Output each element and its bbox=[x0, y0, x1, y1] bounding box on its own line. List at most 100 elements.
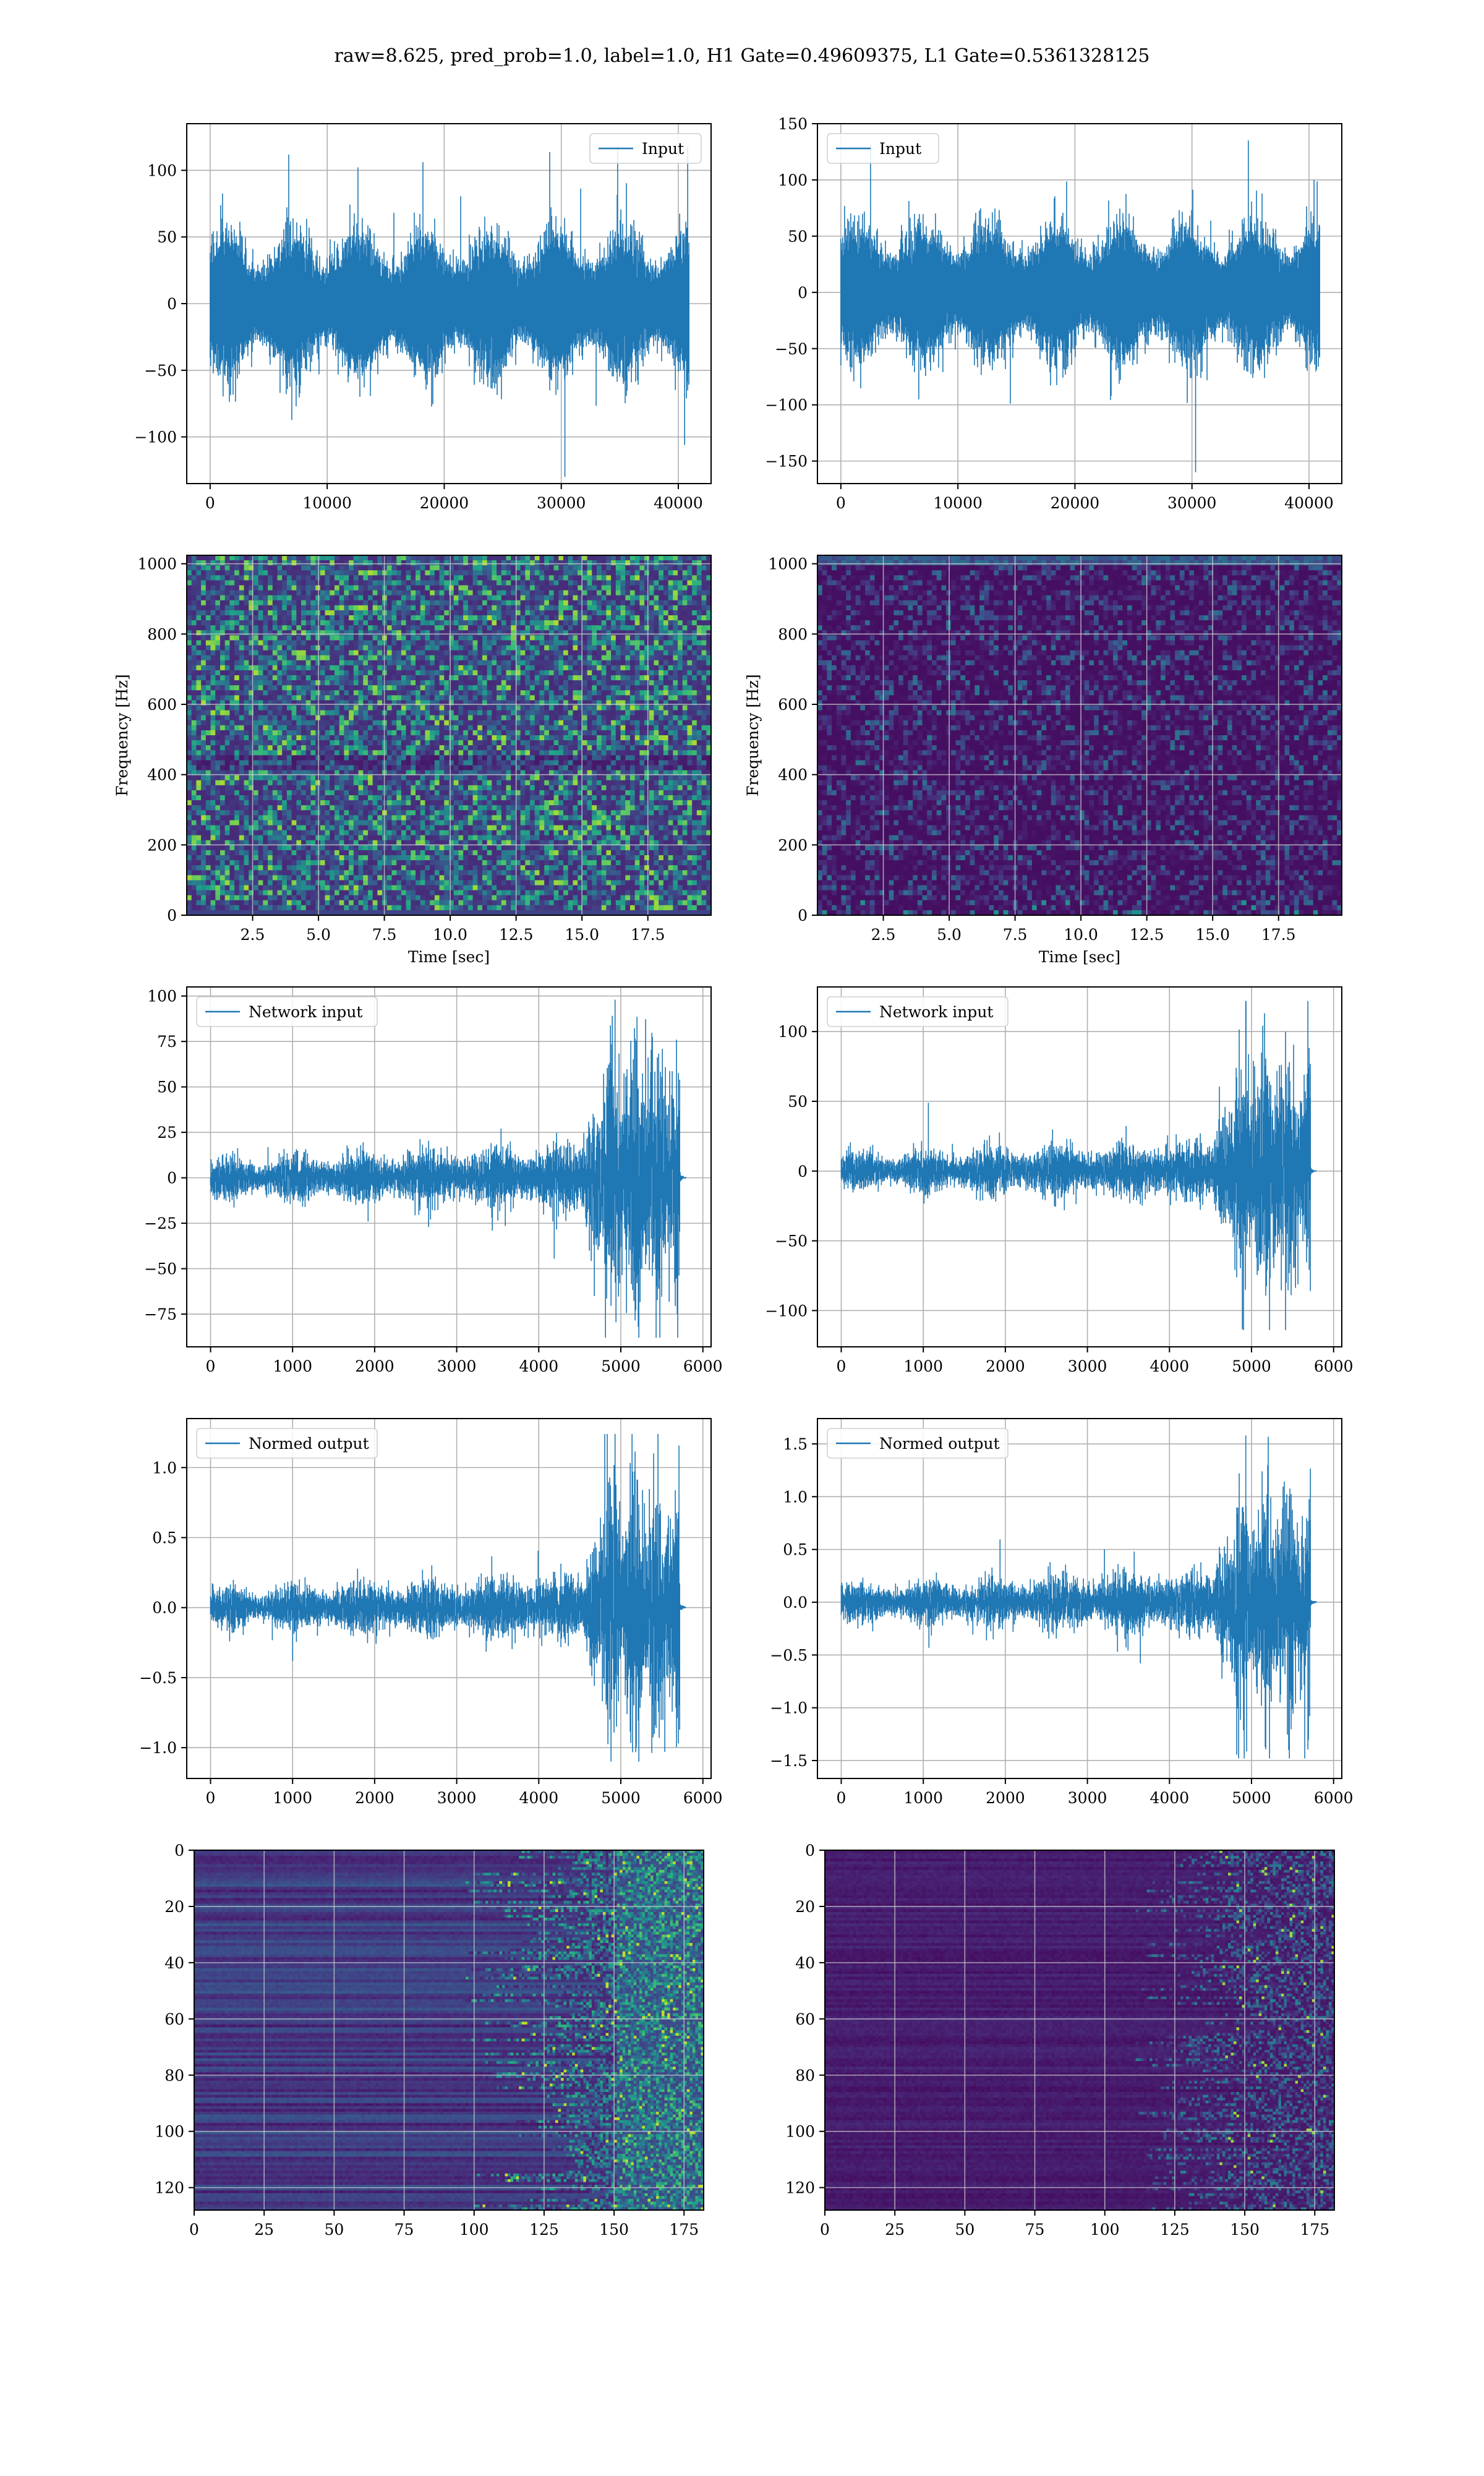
heatmap-cell bbox=[310, 591, 315, 596]
heatmap-cell bbox=[458, 670, 463, 675]
heatmap-cell bbox=[525, 591, 530, 596]
heatmap-cell bbox=[692, 660, 697, 665]
heatmap-cell bbox=[344, 555, 349, 560]
heatmap-cell bbox=[411, 620, 416, 625]
heatmap-cell bbox=[511, 596, 516, 600]
heatmap-cell bbox=[477, 570, 482, 575]
heatmap-cell bbox=[320, 630, 325, 635]
heatmap-cell bbox=[225, 605, 230, 610]
heatmap-cell bbox=[592, 605, 597, 610]
heatmap-cell bbox=[463, 586, 468, 591]
heatmap-cell bbox=[239, 605, 244, 610]
heatmap-cell bbox=[644, 555, 649, 560]
heatmap-cell bbox=[411, 630, 416, 635]
heatmap-cell bbox=[673, 630, 678, 635]
heatmap-cell bbox=[377, 665, 382, 670]
heatmap-cell bbox=[387, 630, 392, 635]
heatmap-cell bbox=[306, 560, 311, 565]
heatmap-cell bbox=[315, 570, 320, 575]
heatmap-cell bbox=[330, 675, 335, 680]
heatmap-cell bbox=[211, 675, 216, 680]
heatmap-cell bbox=[258, 605, 263, 610]
heatmap-cell bbox=[344, 575, 349, 580]
heatmap-cell bbox=[229, 586, 234, 591]
heatmap-cell bbox=[644, 615, 649, 620]
heatmap-cell bbox=[416, 660, 420, 665]
heatmap-cell bbox=[368, 646, 373, 651]
heatmap-cell bbox=[602, 575, 607, 580]
heatmap-cell bbox=[420, 665, 425, 670]
heatmap-cell bbox=[387, 565, 392, 570]
heatmap-cell bbox=[263, 586, 268, 591]
heatmap-cell bbox=[420, 591, 425, 596]
heatmap-cell bbox=[525, 565, 530, 570]
heatmap-cell bbox=[639, 640, 644, 645]
heatmap-cell bbox=[697, 610, 702, 615]
heatmap-cell bbox=[563, 651, 568, 655]
heatmap-cell bbox=[292, 660, 297, 665]
heatmap-cell bbox=[215, 570, 220, 575]
heatmap-cell bbox=[229, 625, 234, 630]
heatmap-cell bbox=[473, 625, 478, 630]
heatmap-cell bbox=[258, 591, 263, 596]
heatmap-cell bbox=[368, 555, 373, 560]
heatmap-cell bbox=[539, 665, 544, 670]
heatmap-cell bbox=[220, 635, 225, 640]
heatmap-cell bbox=[497, 635, 501, 640]
heatmap-cell bbox=[315, 580, 320, 585]
heatmap-cell bbox=[659, 605, 663, 610]
heatmap-cell bbox=[301, 625, 306, 630]
heatmap-cell bbox=[621, 591, 626, 596]
heatmap-cell bbox=[482, 615, 487, 620]
heatmap-cell bbox=[506, 560, 511, 565]
heatmap-cell bbox=[539, 565, 544, 570]
heatmap-cell bbox=[663, 655, 668, 660]
heatmap-cell bbox=[463, 570, 468, 575]
heatmap-cell bbox=[582, 620, 587, 625]
heatmap-cell bbox=[206, 630, 211, 635]
heatmap-cell bbox=[258, 640, 263, 645]
heatmap-cell bbox=[683, 640, 688, 645]
heatmap-cell bbox=[697, 620, 702, 625]
heatmap-cell bbox=[477, 665, 482, 670]
heatmap-cell bbox=[391, 605, 396, 610]
heatmap-cell bbox=[592, 615, 597, 620]
heatmap-cell bbox=[273, 630, 278, 635]
heatmap-cell bbox=[611, 570, 616, 575]
heatmap-cell bbox=[597, 555, 602, 560]
heatmap-cell bbox=[354, 575, 359, 580]
heatmap-cell bbox=[582, 610, 587, 615]
heatmap-cell bbox=[449, 565, 454, 570]
heatmap-cell bbox=[511, 600, 516, 605]
heatmap-cell bbox=[215, 651, 220, 655]
heatmap-cell bbox=[377, 675, 382, 680]
heatmap-cell bbox=[215, 586, 220, 591]
heatmap-cell bbox=[187, 651, 192, 655]
heatmap-cell bbox=[492, 610, 497, 615]
heatmap-cell bbox=[558, 605, 563, 610]
heatmap-cell bbox=[330, 665, 335, 670]
heatmap-cell bbox=[301, 586, 306, 591]
heatmap-cell bbox=[539, 646, 544, 651]
heatmap-cell bbox=[592, 646, 597, 651]
heatmap-cell bbox=[187, 560, 192, 565]
heatmap-cell bbox=[625, 570, 630, 575]
heatmap-cell bbox=[692, 600, 697, 605]
heatmap-cell bbox=[315, 586, 320, 591]
heatmap-cell bbox=[391, 630, 396, 635]
heatmap-cell bbox=[225, 610, 230, 615]
heatmap-cell bbox=[277, 635, 282, 640]
heatmap-cell bbox=[454, 620, 459, 625]
heatmap-cell bbox=[468, 596, 473, 600]
heatmap-cell bbox=[644, 635, 649, 640]
heatmap-cell bbox=[192, 660, 197, 665]
heatmap-cell bbox=[401, 646, 406, 651]
heatmap-cell bbox=[511, 560, 516, 565]
heatmap-cell bbox=[201, 575, 206, 580]
heatmap-cell bbox=[506, 610, 511, 615]
heatmap-cell bbox=[606, 560, 611, 565]
heatmap-cell bbox=[287, 625, 292, 630]
heatmap-cell bbox=[606, 600, 611, 605]
heatmap-cell bbox=[339, 625, 344, 630]
heatmap-cell bbox=[506, 565, 511, 570]
